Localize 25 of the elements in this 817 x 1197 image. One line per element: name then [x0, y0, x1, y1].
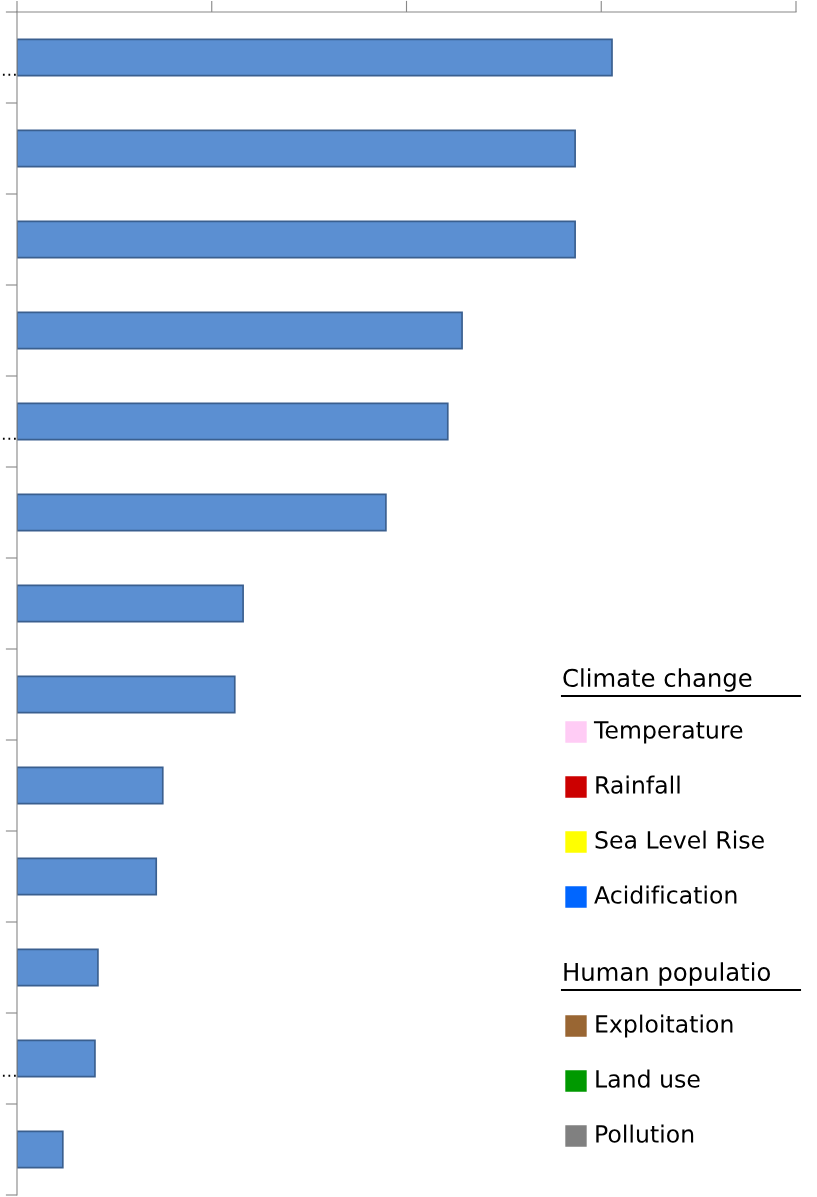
bar [17, 220, 576, 259]
bar [17, 38, 613, 77]
annotation: Climate change [563, 668, 752, 692]
legend-label: Rainfall [596, 775, 680, 794]
bar [17, 311, 463, 350]
bar [17, 402, 449, 441]
legend-label: Temperature [593, 721, 743, 744]
bar [17, 1130, 64, 1169]
legend-label: Exploitation [596, 1014, 733, 1038]
bar [17, 1039, 96, 1078]
legend-label: Sea Level Rise [595, 830, 764, 849]
legend-label: Acidification [594, 885, 737, 904]
y-tick-label: … [2, 437, 16, 440]
bar [17, 766, 164, 805]
legend-label: Land use [596, 1069, 700, 1088]
bar [17, 129, 576, 168]
legend-label: Pollution [596, 1124, 694, 1143]
bar [17, 857, 158, 896]
bar [17, 493, 387, 532]
y-tick-label: … [2, 73, 16, 76]
bar [17, 584, 244, 623]
annotation: Human populatio [564, 962, 770, 986]
bar [17, 948, 99, 987]
y-tick-label: … [2, 1074, 16, 1077]
bar [17, 675, 236, 714]
